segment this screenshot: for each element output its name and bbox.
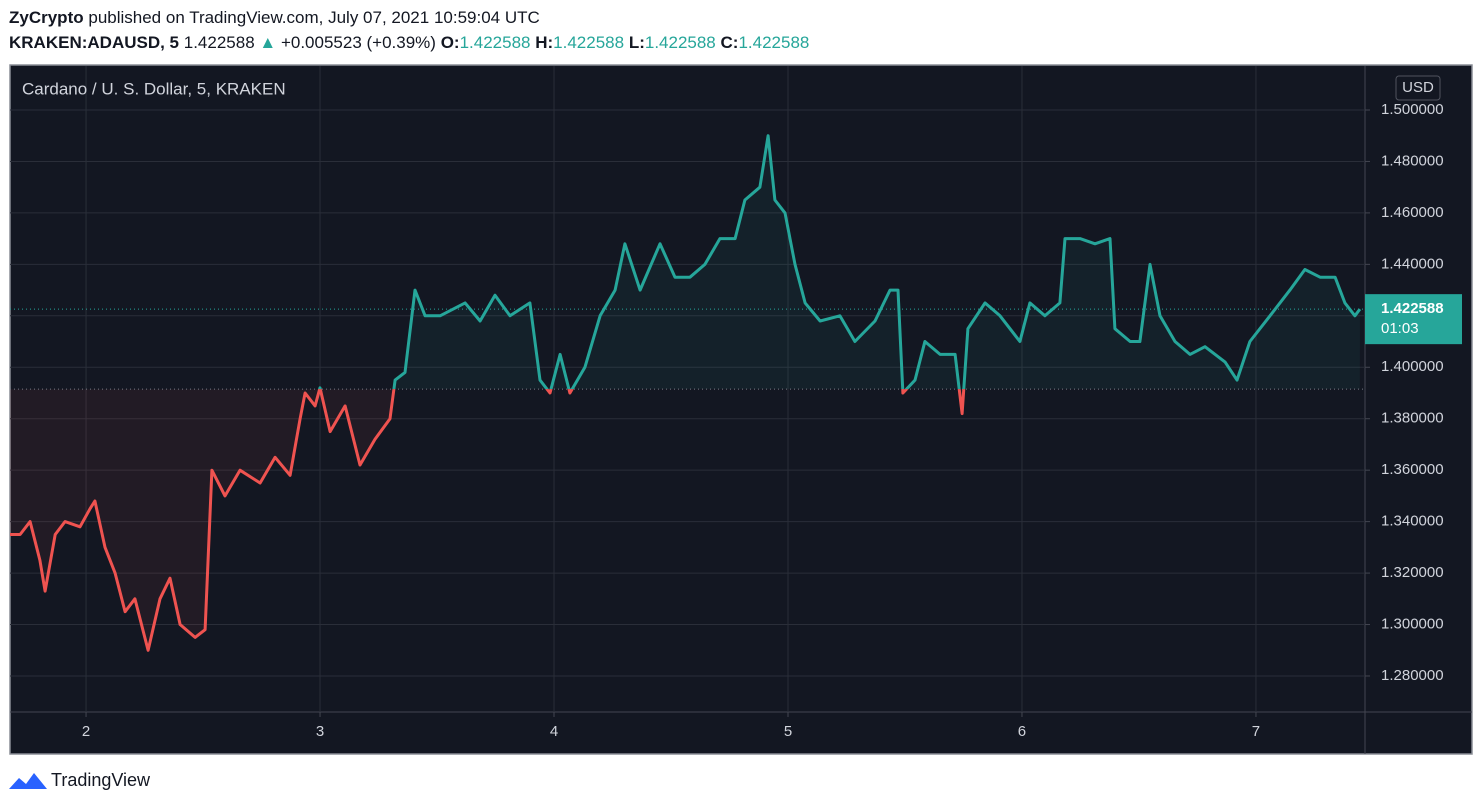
price: 1.422588 (183, 33, 255, 52)
countdown: 01:03 (1381, 320, 1419, 337)
ohlc-label: O: (440, 33, 460, 52)
y-tick-label: 1.380000 (1381, 410, 1444, 427)
x-tick-label: 6 (1018, 723, 1026, 740)
publish-line: ZyCrypto published on TradingView.com, J… (9, 8, 540, 28)
y-tick-label: 1.440000 (1381, 255, 1444, 272)
y-tick-label: 1.360000 (1381, 461, 1444, 478)
last-price-box (1365, 294, 1462, 345)
y-tick-label: 1.400000 (1381, 358, 1444, 375)
y-tick-label: 1.300000 (1381, 615, 1444, 632)
y-tick-label: 1.480000 (1381, 152, 1444, 169)
tv-logo (9, 773, 47, 789)
ohlc-value: 1.422588 (738, 33, 810, 52)
chart-frame (9, 64, 1473, 755)
published: published on TradingView.com, July 07, 2… (88, 8, 540, 27)
ohlc-label: C: (720, 33, 739, 52)
y-tick-label: 1.280000 (1381, 667, 1444, 684)
currency: USD (1402, 79, 1434, 96)
ohlc-label: H: (535, 33, 554, 52)
ohlc-value: 1.422588 (459, 33, 531, 52)
x-tick-label: 4 (550, 723, 558, 740)
area-down (10, 389, 1360, 651)
up-arrow: ▲ (254, 33, 281, 52)
change: +0.005523 (+0.39%) (280, 33, 436, 52)
chart-title: Cardano / U. S. Dollar, 5, KRAKEN (22, 79, 286, 98)
ohlc-label: L: (628, 33, 645, 52)
x-tick-label: 3 (316, 723, 324, 740)
y-tick-label: 1.320000 (1381, 564, 1444, 581)
last-price-label: 1.422588 (1381, 300, 1444, 317)
y-tick-label: 1.340000 (1381, 513, 1444, 530)
area-up (319, 135, 1360, 390)
publisher: ZyCrypto (9, 8, 84, 27)
quote-line: KRAKEN:ADAUSD, 5 1.422588 ▲ +0.005523 (+… (9, 33, 809, 53)
tv-icon (9, 773, 47, 789)
y-tick-label: 1.460000 (1381, 204, 1444, 221)
ohlc-value: 1.422588 (644, 33, 716, 52)
x-tick-label: 2 (82, 723, 90, 740)
currency-box (1395, 75, 1441, 101)
symbol: KRAKEN:ADAUSD, 5 (9, 33, 180, 52)
x-tick-label: 7 (1252, 723, 1260, 740)
price-line-up (318, 134, 1362, 390)
brand: TradingView (51, 770, 151, 790)
x-tick-label: 5 (784, 723, 792, 740)
ohlc-value: 1.422588 (553, 33, 625, 52)
price-line-down (10, 389, 966, 652)
y-tick-label: 1.500000 (1381, 101, 1444, 118)
